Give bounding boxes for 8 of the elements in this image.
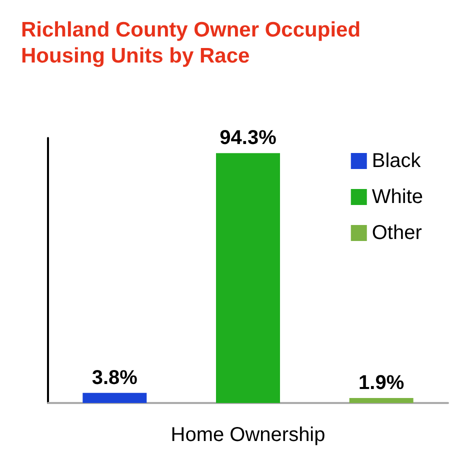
legend-label: Other <box>372 222 422 244</box>
data-label: 1.9% <box>358 372 404 394</box>
legend-label: White <box>372 186 423 208</box>
data-label: 3.8% <box>92 366 138 389</box>
x-axis-title: Home Ownership <box>170 424 326 446</box>
legend-label: Black <box>372 150 422 172</box>
data-label: 94.3% <box>220 127 277 150</box>
chart-title: Richland County Owner Occupied Housing Units by Race <box>21 18 361 68</box>
